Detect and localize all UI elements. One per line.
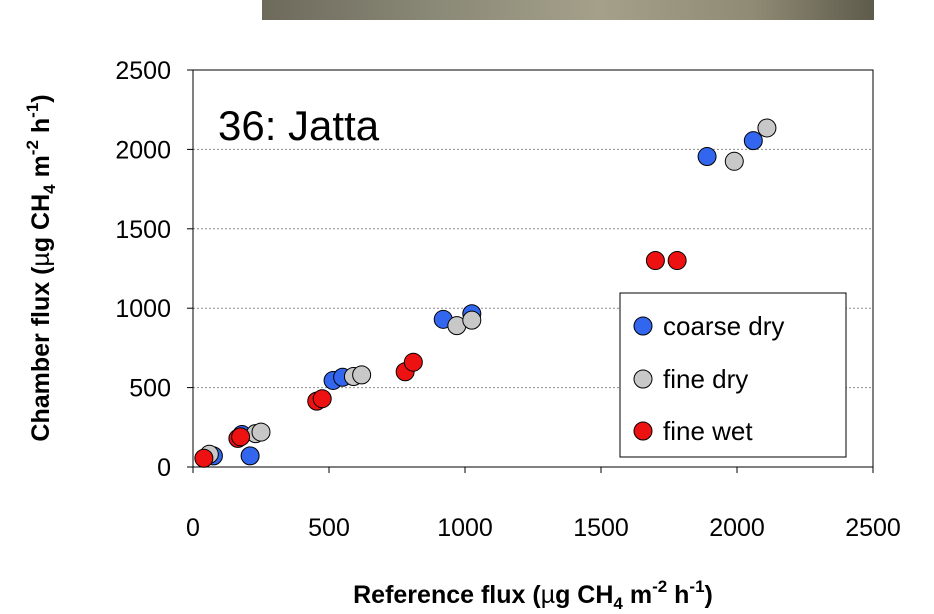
y-tick-label-1000: 1000 <box>115 295 171 323</box>
point-fine-dry-2 <box>251 422 271 442</box>
y-tick-label-1500: 1500 <box>115 216 171 244</box>
x-tick-label-500: 500 <box>308 514 350 542</box>
point-fine-dry-6 <box>462 310 482 330</box>
point-fine-wet-0 <box>194 448 214 468</box>
header-photo-strip <box>262 0 874 20</box>
gridlines <box>193 148 873 389</box>
point-fine-wet-8 <box>667 251 687 271</box>
x-tick-label-2000: 2000 <box>709 514 765 542</box>
legend-box <box>619 292 847 458</box>
y-tick-label-500: 500 <box>129 375 171 403</box>
x-tick-label-1500: 1500 <box>573 514 629 542</box>
point-fine-wet-2 <box>231 427 251 447</box>
point-fine-wet-4 <box>312 389 332 409</box>
x-tick-label-1000: 1000 <box>437 514 493 542</box>
point-coarse-dry-8 <box>743 131 763 151</box>
point-fine-dry-4 <box>352 365 372 385</box>
legend-marker-fine-wet <box>633 421 653 441</box>
x-tick-label-2500: 2500 <box>845 514 901 542</box>
axis-ticks: 0 500 1000 1500 2000 2500 0 500 1000 1500 2000 2500 <box>115 57 900 542</box>
legend-marker-fine-dry <box>633 369 653 389</box>
legend-label-fine-wet: fine wet <box>663 416 753 446</box>
legend-label-fine-dry: fine dry <box>663 364 748 394</box>
point-fine-dry-7 <box>724 151 744 171</box>
point-fine-dry-8 <box>757 118 777 138</box>
y-tick-label-2000: 2000 <box>115 136 171 164</box>
x-tick-label-0: 0 <box>186 514 200 542</box>
legend-label-coarse-dry: coarse dry <box>663 311 784 341</box>
x-axis-title: Reference flux (µg CH4 m-2 h-1) <box>353 577 713 613</box>
y-tick-label-0: 0 <box>157 454 171 482</box>
point-coarse-dry-2 <box>240 446 260 466</box>
data-points <box>194 118 777 468</box>
point-fine-wet-6 <box>403 352 423 372</box>
legend-marker-coarse-dry <box>633 316 653 336</box>
point-coarse-dry-7 <box>697 147 717 167</box>
y-axis-title: Chamber flux (µg CH4 m-2 h-1) <box>23 94 59 441</box>
legend: coarse dry fine dry fine wet <box>619 292 847 458</box>
plot-area-frame <box>192 69 874 468</box>
point-fine-wet-7 <box>645 251 665 271</box>
chart-annotation: 36: Jatta <box>218 102 380 149</box>
y-tick-label-2500: 2500 <box>115 57 171 85</box>
